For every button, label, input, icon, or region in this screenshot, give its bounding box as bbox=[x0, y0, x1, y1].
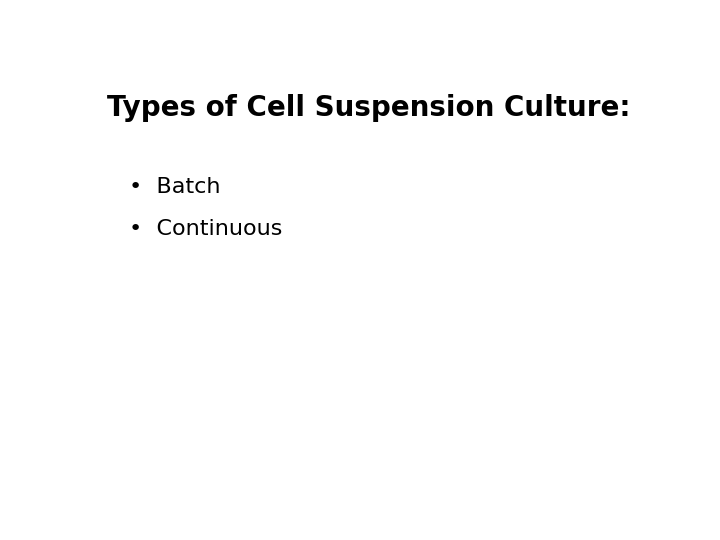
Text: •  Continuous: • Continuous bbox=[129, 219, 282, 239]
Text: Types of Cell Suspension Culture:: Types of Cell Suspension Culture: bbox=[107, 94, 631, 122]
Text: •  Batch: • Batch bbox=[129, 177, 220, 197]
